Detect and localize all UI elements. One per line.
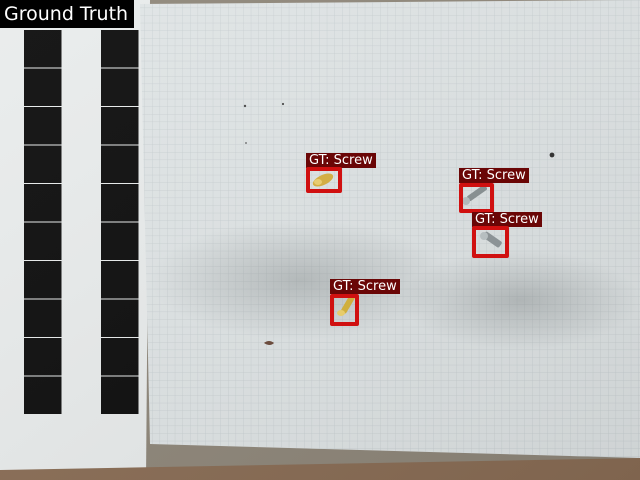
bounding-box — [459, 183, 494, 213]
bounding-box — [472, 226, 509, 258]
bounding-box — [330, 294, 359, 326]
detection-label: GT: Screw — [330, 279, 400, 294]
detection-label: GT: Screw — [472, 212, 542, 227]
detection-label: GT: Screw — [459, 168, 529, 183]
ground-truth-title: Ground Truth — [0, 0, 135, 28]
bounding-box — [306, 167, 342, 193]
detection-label: GT: Screw — [306, 153, 376, 168]
